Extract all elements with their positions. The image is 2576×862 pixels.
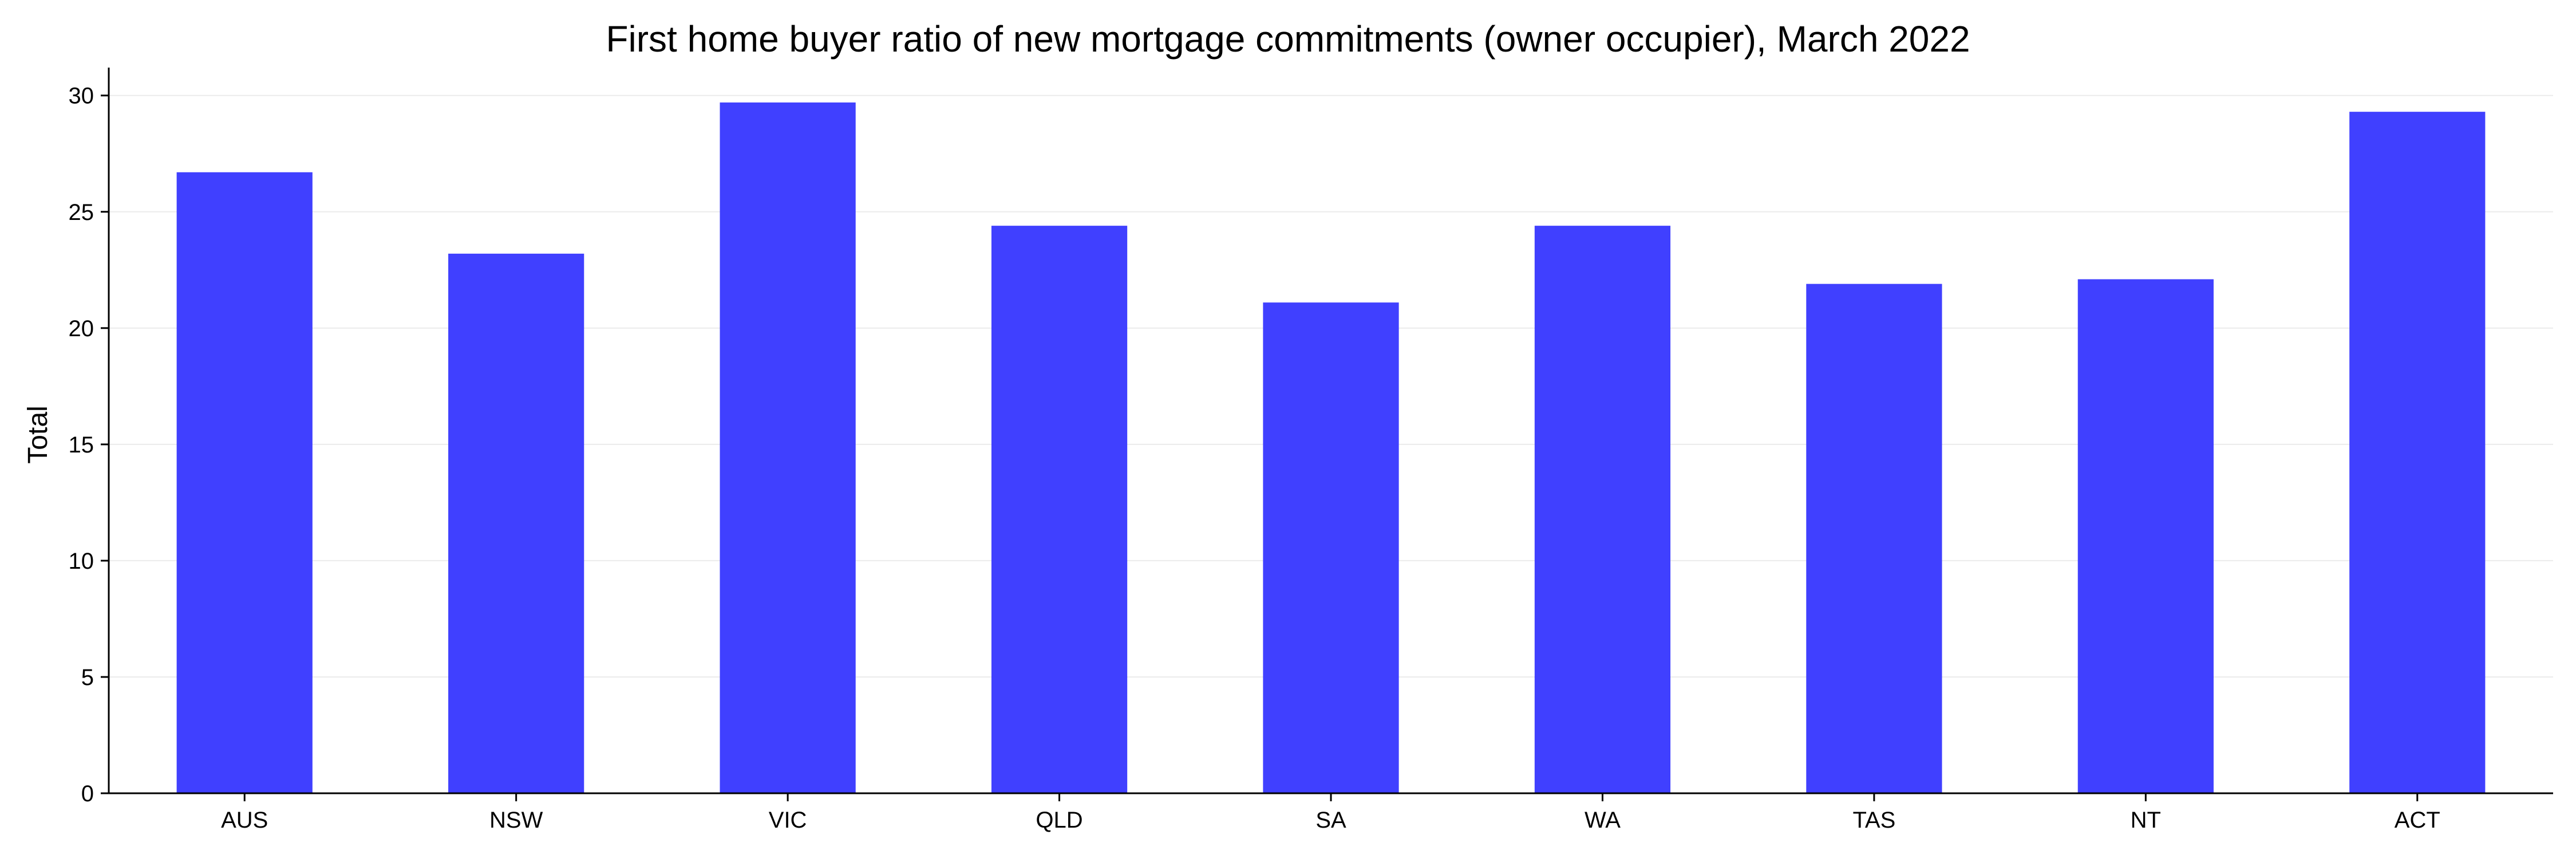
x-tick-label-sa: SA <box>1315 808 1346 833</box>
bar-tas <box>1806 284 1942 793</box>
bar-qld <box>991 226 1128 794</box>
y-tick-label: 0 <box>81 781 94 806</box>
bar-act <box>2349 112 2486 793</box>
x-tick-label-tas: TAS <box>1852 808 1895 833</box>
x-tick-label-wa: WA <box>1585 808 1621 833</box>
y-tick-label: 5 <box>81 665 94 690</box>
x-axis-ticks: AUS NSW VIC QLD SA WA TAS NT ACT <box>221 793 2440 833</box>
bar-sa <box>1263 302 1399 793</box>
bar-wa <box>1534 226 1671 794</box>
x-tick-label-act: ACT <box>2395 808 2440 833</box>
bar-aus <box>176 172 313 794</box>
y-tick-label: 30 <box>69 84 94 109</box>
x-tick-label-qld: QLD <box>1036 808 1082 833</box>
y-tick-label: 15 <box>69 432 94 458</box>
x-tick-label-nt: NT <box>2131 808 2161 833</box>
bar-vic <box>720 102 856 794</box>
y-axis-label: Total <box>23 406 53 463</box>
y-tick-label: 20 <box>69 316 94 341</box>
x-tick-label-nsw: NSW <box>489 808 543 833</box>
y-tick-label: 25 <box>69 200 94 225</box>
x-tick-label-aus: AUS <box>221 808 268 833</box>
bar-nsw <box>448 253 584 793</box>
y-tick-label: 10 <box>69 549 94 574</box>
bars <box>176 102 2486 794</box>
x-tick-label-vic: VIC <box>769 808 807 833</box>
y-axis-ticks: 0 5 10 15 20 25 30 <box>69 84 109 806</box>
chart-title: First home buyer ratio of new mortgage c… <box>606 18 1970 60</box>
bar-nt <box>2077 279 2214 794</box>
